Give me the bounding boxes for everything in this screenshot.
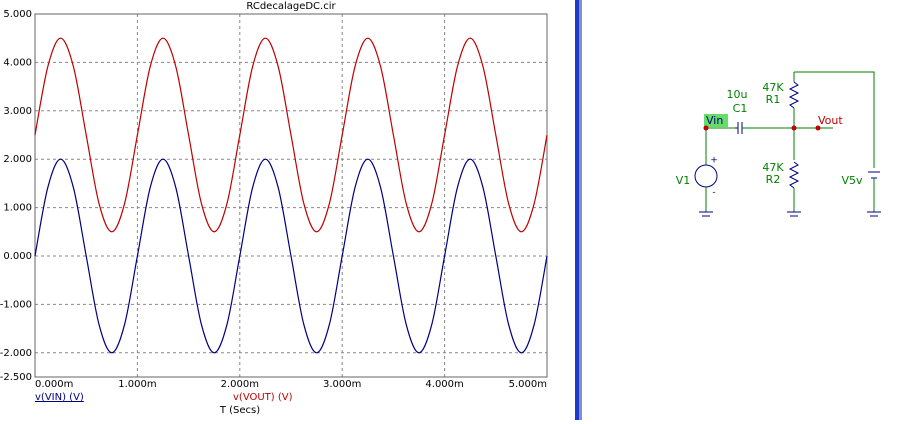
grounds [699, 211, 881, 217]
schematic: Vin Vout 10u C1 47K R1 47K R2 V1 + - V5v [676, 71, 881, 217]
x-tick-label: 2.000m [221, 379, 259, 390]
node [703, 125, 709, 131]
legend-entry: v(VOUT) (V) [233, 392, 293, 403]
chart-title: RCdecalageDC.cir [246, 1, 336, 12]
y-tick-label: 5.000 [3, 9, 32, 20]
component-name: V5v [841, 174, 863, 187]
component-value: 10u [727, 88, 748, 101]
plot-frame [34, 13, 548, 378]
legend-entry: v(VIN) (V) [35, 392, 84, 403]
x-tick-label: 0.000m [35, 379, 73, 390]
resistor-r1 [788, 81, 800, 109]
x-tick-label: 1.000m [118, 379, 156, 390]
vin-highlight [704, 114, 728, 127]
component-value: 47K [762, 81, 784, 94]
component-name: R2 [766, 173, 781, 186]
y-tick-label: 1.000 [3, 203, 32, 214]
series-line [34, 158, 548, 354]
x-axis-label: T (Secs) [219, 405, 260, 416]
x-tick-label: 5.000m [509, 379, 547, 390]
resistor-r2 [788, 161, 800, 189]
y-tick-label: 2.000 [3, 154, 32, 165]
y-tick-label: 0.000 [3, 251, 32, 262]
plot-panel [0, 0, 575, 420]
x-tick-label: 4.000m [425, 379, 463, 390]
series-line [34, 37, 548, 233]
node-label: Vout [818, 114, 843, 127]
x-tick-label: 3.000m [323, 379, 361, 390]
polarity: - [712, 188, 715, 198]
y-tick-label: -2.500 [0, 372, 32, 383]
y-tick-label: 4.000 [3, 57, 32, 68]
y-tick-label: -1.000 [0, 299, 32, 310]
component-name: V1 [676, 174, 691, 187]
node-label: Vin [706, 114, 723, 127]
component-name: C1 [733, 102, 748, 115]
node [791, 125, 797, 131]
wire [794, 71, 875, 168]
component-name: R1 [766, 93, 781, 106]
polarity: + [710, 156, 718, 166]
component-value: 47K [762, 161, 784, 174]
y-tick-label: 3.000 [3, 106, 32, 117]
splitter-edge [579, 0, 582, 420]
node [815, 125, 821, 131]
y-tick-label: -2.000 [0, 348, 32, 359]
splitter [575, 0, 579, 420]
source-v1 [694, 164, 718, 188]
